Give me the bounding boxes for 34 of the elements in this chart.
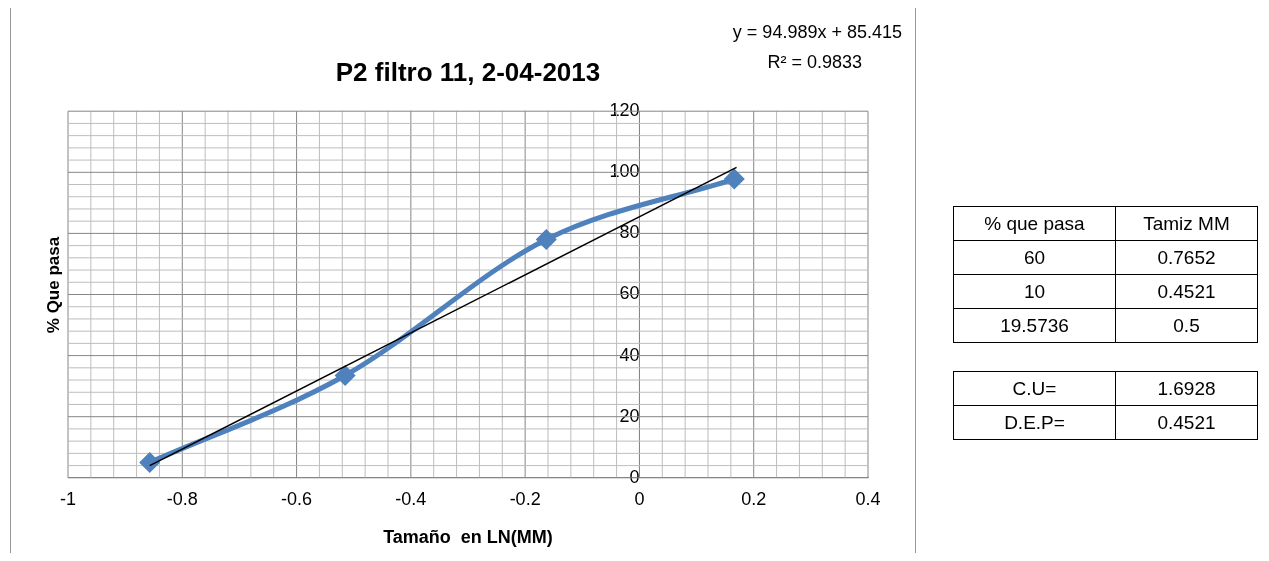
y-tick-label: 80 (619, 222, 640, 243)
text: 0.4521 (1115, 274, 1258, 309)
x-tick-label: -0.6 (281, 488, 313, 509)
x-tick-label: 0.4 (855, 488, 881, 509)
point (140, 453, 160, 473)
text: 0.4521 (1115, 405, 1258, 440)
text: 1.6928 (1115, 371, 1258, 406)
x-tick-label: -0.2 (509, 488, 541, 509)
x-tick-label: -0.8 (166, 488, 198, 509)
text: 10 (953, 274, 1116, 309)
x-axis-title: Tamaño en LN(MM) (383, 527, 553, 548)
y-axis-title: % Que pasa (44, 236, 64, 334)
text: 60 (953, 240, 1116, 275)
point (536, 230, 556, 250)
y-tick-label: 120 (609, 100, 640, 121)
y-tick-label: 100 (609, 161, 640, 182)
text: 0.5 (1115, 308, 1258, 343)
text: R² = 0.9833 (767, 52, 862, 72)
point (335, 365, 355, 385)
y-tick-label: 40 (619, 344, 640, 365)
y-tick-label: 0 (629, 466, 640, 487)
text: % que pasa (953, 206, 1116, 241)
text: 0.7652 (1115, 240, 1258, 275)
x-tick-label: 0.2 (741, 488, 767, 509)
text: D.E.P= (953, 405, 1116, 440)
chart-title: P2 filtro 11, 2-04-2013 (335, 56, 601, 87)
point (724, 169, 744, 189)
y-tick-label: 20 (619, 405, 640, 426)
text: 19.5736 (953, 308, 1116, 343)
text: y = 94.989x + 85.415 (732, 22, 902, 42)
text: C.U= (953, 371, 1116, 406)
x-tick-label: -0.4 (395, 488, 427, 509)
text: Tamiz MM (1115, 206, 1258, 241)
x-tick-label: -1 (59, 488, 77, 509)
